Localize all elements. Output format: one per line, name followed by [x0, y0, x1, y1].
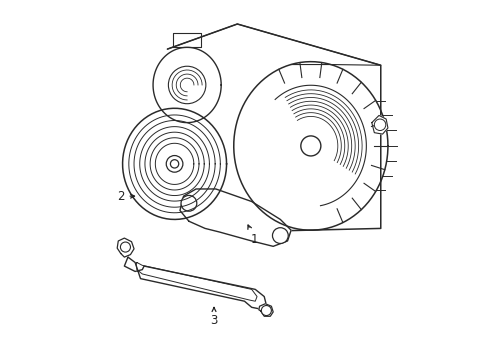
- Circle shape: [272, 228, 287, 243]
- Text: 1: 1: [247, 225, 258, 246]
- Circle shape: [168, 66, 205, 104]
- Circle shape: [166, 156, 183, 172]
- Circle shape: [181, 195, 196, 211]
- Polygon shape: [122, 108, 226, 220]
- Polygon shape: [153, 47, 221, 123]
- Text: 3: 3: [210, 307, 217, 327]
- Circle shape: [261, 306, 271, 316]
- Polygon shape: [124, 257, 265, 309]
- Circle shape: [120, 242, 130, 252]
- Polygon shape: [233, 62, 387, 230]
- Circle shape: [300, 136, 320, 156]
- Text: 2: 2: [117, 190, 134, 203]
- Circle shape: [373, 119, 385, 131]
- Polygon shape: [180, 189, 290, 246]
- Polygon shape: [258, 304, 273, 316]
- Polygon shape: [117, 238, 134, 257]
- Circle shape: [170, 160, 179, 168]
- Polygon shape: [371, 116, 387, 134]
